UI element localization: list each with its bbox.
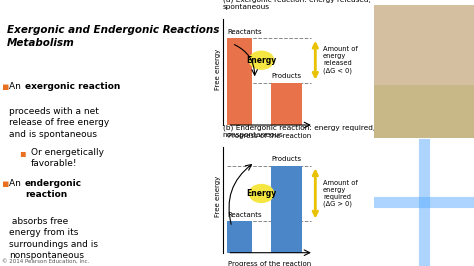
Bar (228, 221, 252, 253)
Text: Energy: Energy (246, 189, 277, 198)
Ellipse shape (249, 185, 273, 202)
Text: proceeds with a net
release of free energy
and is spontaneous: proceeds with a net release of free ener… (9, 107, 109, 139)
Y-axis label: Free energy: Free energy (215, 48, 221, 90)
Text: Progress of the reaction: Progress of the reaction (228, 260, 311, 266)
Ellipse shape (249, 51, 273, 69)
FancyBboxPatch shape (374, 5, 474, 138)
Text: endergonic
reaction: endergonic reaction (25, 179, 82, 199)
Text: exergonic reaction: exergonic reaction (25, 82, 120, 91)
Text: Products: Products (271, 73, 301, 79)
Bar (374, 5, 474, 85)
Text: (b) Endergonic reaction: energy required,
nonspontaneous: (b) Endergonic reaction: energy required… (223, 124, 375, 138)
Text: Amount of
energy
required
(ΔG > 0): Amount of energy required (ΔG > 0) (323, 180, 358, 207)
Text: Progress of the reaction: Progress of the reaction (228, 133, 311, 139)
Text: Reactants: Reactants (228, 212, 262, 218)
Text: Exergonic and Endergonic Reactions in
Metabolism: Exergonic and Endergonic Reactions in Me… (7, 26, 234, 48)
Y-axis label: Free energy: Free energy (215, 176, 221, 218)
Text: An: An (9, 82, 24, 91)
Text: Or energetically
favorable!: Or energetically favorable! (31, 148, 104, 168)
Bar (271, 82, 301, 125)
Text: © 2014 Pearson Education, Inc.: © 2014 Pearson Education, Inc. (2, 259, 90, 263)
Text: Products: Products (271, 156, 301, 162)
Bar (271, 165, 301, 253)
Text: Amount of
energy
released
(ΔG < 0): Amount of energy released (ΔG < 0) (323, 47, 358, 74)
Text: ▪: ▪ (2, 179, 10, 189)
Text: (a) Exergonic reaction: energy released,
spontaneous: (a) Exergonic reaction: energy released,… (223, 0, 371, 10)
Text: ▪: ▪ (2, 82, 10, 92)
Text: Reactants: Reactants (228, 28, 262, 35)
Text: ▪: ▪ (19, 148, 26, 158)
Text: An: An (9, 179, 24, 188)
Text: Energy: Energy (246, 56, 277, 65)
Bar (228, 38, 252, 125)
Text: absorbs free
energy from its
surroundings and is
nonspontaneous: absorbs free energy from its surrounding… (9, 217, 99, 260)
